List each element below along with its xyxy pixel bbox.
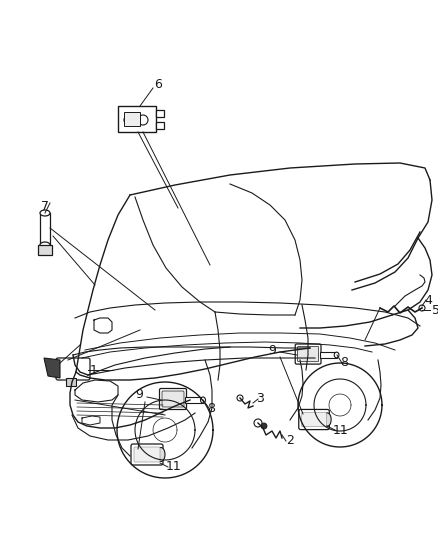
Bar <box>118 106 156 132</box>
FancyBboxPatch shape <box>302 413 326 427</box>
Bar <box>40 213 50 245</box>
Bar <box>156 110 164 117</box>
FancyBboxPatch shape <box>162 391 184 407</box>
Circle shape <box>138 115 148 125</box>
Ellipse shape <box>324 413 331 426</box>
Polygon shape <box>44 358 60 378</box>
Bar <box>319 352 336 358</box>
Text: 4: 4 <box>424 294 432 306</box>
Text: 11: 11 <box>166 461 182 473</box>
Ellipse shape <box>334 352 339 358</box>
Circle shape <box>124 114 136 126</box>
Text: 2: 2 <box>286 434 294 448</box>
Text: 1: 1 <box>90 364 98 376</box>
Circle shape <box>237 395 243 401</box>
Ellipse shape <box>40 210 50 216</box>
Bar <box>38 245 52 255</box>
FancyBboxPatch shape <box>297 346 318 362</box>
Bar <box>185 397 203 403</box>
Ellipse shape <box>40 242 50 248</box>
Text: 9: 9 <box>268 343 276 357</box>
Bar <box>156 122 164 129</box>
Text: 8: 8 <box>207 401 215 415</box>
FancyBboxPatch shape <box>299 409 329 430</box>
Text: 11: 11 <box>333 424 349 437</box>
Text: 6: 6 <box>154 77 162 91</box>
Circle shape <box>254 419 262 427</box>
Circle shape <box>261 423 267 429</box>
FancyBboxPatch shape <box>134 447 160 462</box>
Text: 3: 3 <box>256 392 264 405</box>
Bar <box>124 112 140 126</box>
Text: 8: 8 <box>340 357 348 369</box>
FancyBboxPatch shape <box>295 344 321 364</box>
Text: 7: 7 <box>41 199 49 213</box>
Text: 9: 9 <box>135 389 143 401</box>
FancyBboxPatch shape <box>159 389 187 409</box>
Circle shape <box>419 305 425 311</box>
Ellipse shape <box>201 397 205 403</box>
FancyBboxPatch shape <box>56 358 90 380</box>
Bar <box>66 378 76 386</box>
Text: 5: 5 <box>432 303 438 317</box>
FancyBboxPatch shape <box>131 444 163 465</box>
Ellipse shape <box>157 448 165 462</box>
